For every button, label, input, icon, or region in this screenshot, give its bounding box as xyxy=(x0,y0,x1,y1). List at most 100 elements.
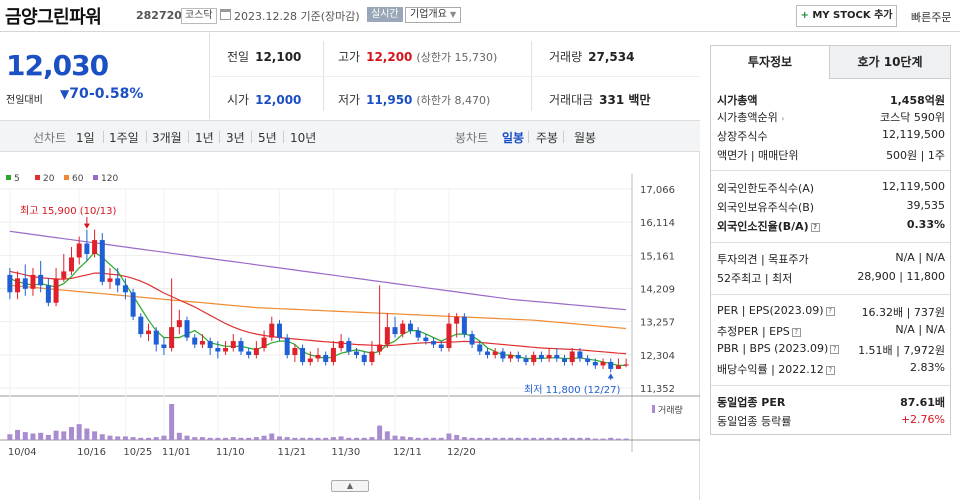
period-5y[interactable]: 5년 xyxy=(258,131,277,145)
help-icon[interactable]: ? xyxy=(830,345,840,354)
row-label: 시가총액 xyxy=(717,94,758,107)
volume-bar xyxy=(392,435,398,440)
candle-body xyxy=(253,348,259,355)
candle-body xyxy=(269,323,275,338)
candle-body xyxy=(115,278,121,286)
volume-bar xyxy=(538,437,544,440)
period-divider xyxy=(146,131,147,143)
row-value: 87.61배 xyxy=(900,396,945,409)
period-divider xyxy=(251,131,252,143)
volume-bar xyxy=(292,437,298,440)
candle-body xyxy=(415,330,421,338)
stat-label: 저가 xyxy=(338,93,361,107)
high-annotation-arrowhead xyxy=(83,223,90,229)
legend-label: 5 xyxy=(14,174,20,184)
collapse-chart-button[interactable]: ▲ xyxy=(331,480,369,492)
stock-chart[interactable]: 5 20 60 120 17,066 16,114 15,161 14,209 13,257 12… xyxy=(0,152,700,500)
panel-divider xyxy=(711,385,950,386)
candle-body xyxy=(384,327,390,345)
row-label: 액면가 | 매매단위 xyxy=(717,149,799,162)
company-overview-button[interactable]: 기업개요 ▼ xyxy=(405,7,462,23)
period-weekly[interactable]: 주봉 xyxy=(536,131,559,145)
period-bar: 선차트 1일 1주일 3개월 1년 3년 5년 10년 봉차트 일봉 주봉 월봉 xyxy=(0,120,700,152)
row-market-cap: 시가총액 1,458억원 xyxy=(717,92,945,109)
row-label: 동일업종 PER xyxy=(717,396,786,409)
row-label: 동일업종 등락률 xyxy=(717,415,792,428)
candle-body xyxy=(161,344,167,349)
candle-body xyxy=(546,354,552,359)
period-divider xyxy=(563,131,564,143)
x-tick-label: 12/11 xyxy=(393,447,422,458)
volume-bar xyxy=(469,437,475,440)
candle-body xyxy=(515,354,521,359)
candle-body xyxy=(377,344,383,352)
help-icon[interactable]: ? xyxy=(791,328,801,337)
panel-divider xyxy=(711,242,950,243)
period-1d[interactable]: 1일 xyxy=(76,131,95,145)
add-mystock-button[interactable]: + MY STOCK 추가 xyxy=(796,5,897,27)
volume-bar xyxy=(585,437,591,440)
candle-body xyxy=(107,278,113,282)
chevron-right-icon: › xyxy=(781,114,785,123)
volume-bar xyxy=(623,438,629,440)
candle-body xyxy=(15,278,21,293)
candle-body xyxy=(562,358,568,362)
company-overview-label: 기업개요 xyxy=(410,9,447,20)
candle-body xyxy=(130,292,136,317)
x-tick-label: 12/20 xyxy=(447,447,476,458)
price-summary: 12,030 전일대비 ▼70 -0.58% xyxy=(0,33,210,119)
volume-bar xyxy=(122,436,128,440)
stat-sub: (상한가 15,730) xyxy=(416,51,498,64)
legend-swatch xyxy=(6,175,11,180)
volume-bar xyxy=(531,437,537,440)
stock-header: 금양그린파워 282720 코스닥 2023.12.28 기준(장마감) 실시간… xyxy=(0,0,960,32)
candle-body xyxy=(392,327,398,335)
volume-bar xyxy=(146,437,152,440)
candle-body xyxy=(608,361,614,369)
volume-bar xyxy=(61,431,67,440)
candle-body xyxy=(484,351,490,355)
candle-chart-label: 봉차트 xyxy=(455,131,489,145)
candlestick-chart-svg[interactable]: 5 20 60 120 17,066 16,114 15,161 14,209 13,257 12… xyxy=(0,152,700,500)
period-10y[interactable]: 10년 xyxy=(290,131,317,145)
volume-bar xyxy=(615,438,621,440)
tab-invest-info[interactable]: 투자정보 xyxy=(711,46,830,79)
candle-body xyxy=(138,316,144,335)
candle-body xyxy=(53,278,59,303)
volume-bar xyxy=(176,432,182,440)
stock-name: 금양그린파워 xyxy=(5,7,102,28)
candle-body xyxy=(223,348,229,352)
period-daily[interactable]: 일봉 xyxy=(502,131,525,145)
row-foreign-limit: 외국인한도주식수(A) 12,119,500 xyxy=(717,180,945,197)
candle-body xyxy=(292,348,298,355)
period-1y[interactable]: 1년 xyxy=(195,131,214,145)
volume-bar xyxy=(330,437,336,440)
volume-bar xyxy=(369,437,375,440)
help-icon[interactable]: ? xyxy=(825,307,835,316)
tab-orderbook[interactable]: 호가 10단계 xyxy=(830,46,950,79)
candle-body xyxy=(600,361,606,366)
volume-bar xyxy=(515,437,521,440)
x-tick-label: 10/25 xyxy=(123,447,152,458)
period-monthly[interactable]: 월봉 xyxy=(574,131,597,145)
price-diff: ▼70 xyxy=(60,86,89,102)
volume-bar xyxy=(446,433,452,440)
volume-legend-swatch xyxy=(652,405,655,413)
volume-bar xyxy=(454,434,460,440)
quick-order-link[interactable]: 빠른주문 xyxy=(911,11,952,24)
diff-label: 전일대비 xyxy=(6,95,43,106)
x-tick-label: 11/21 xyxy=(277,447,306,458)
help-icon[interactable]: ? xyxy=(825,366,835,375)
period-3m[interactable]: 3개월 xyxy=(152,131,182,145)
candle-body xyxy=(431,341,437,345)
stat-label: 전일 xyxy=(227,50,250,64)
volume-bar xyxy=(153,437,159,440)
y-tick-label: 17,066 xyxy=(640,185,675,196)
volume-bar xyxy=(107,435,113,440)
volume-bar xyxy=(276,436,282,440)
realtime-button[interactable]: 실시간 xyxy=(367,7,403,22)
period-1w[interactable]: 1주일 xyxy=(109,131,139,145)
help-icon[interactable]: ? xyxy=(810,223,820,232)
period-3y[interactable]: 3년 xyxy=(226,131,245,145)
row-value: 코스닥 590위 xyxy=(880,111,945,124)
